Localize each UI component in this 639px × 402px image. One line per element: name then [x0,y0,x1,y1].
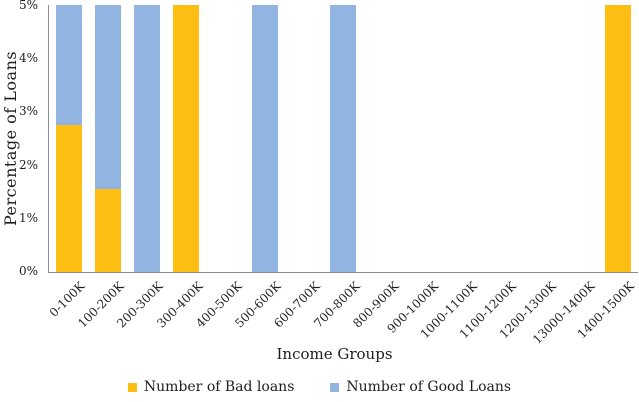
legend-label-good-loans: Number of Good Loans [346,379,512,395]
bar-group-800-900K [363,5,402,272]
x-axis: 0-100K 100-200K 200-300K 300-400K 400-500K 50… [47,272,638,347]
bar-group-500-600K [245,5,284,272]
bar-segment-good-loans [94,5,121,190]
y-tick-label: 0% [18,264,38,278]
bar-segment-bad-loans [605,5,632,272]
bar-group-200-300K [128,5,167,272]
bar-group-1200-1300K [520,5,559,272]
bar-group-1400-1500K [599,5,638,272]
y-tick-label: 2% [18,157,38,172]
bar-group-100-200K [88,5,127,272]
legend-label-bad-loans: Number of Bad loans [143,379,295,395]
y-tick-label: 5% [18,0,38,12]
y-tick-label: 3% [18,104,38,119]
y-tick-label: 4% [18,51,38,66]
bar-group-13000-1400K [559,5,598,272]
bar-group-400-500K [206,5,245,272]
bar-group-700-800K [324,5,363,272]
x-axis-title: Income Groups [276,345,393,363]
bar-group-900-1000K [402,5,441,272]
bar-segment-bad-loans [94,189,121,272]
bad-loans-swatch-icon [127,382,137,392]
bar-segment-bad-loans [173,5,200,272]
good-loans-swatch-icon [330,382,340,392]
y-tick-label: 1% [18,210,38,225]
legend-item-good-loans: Number of Good Loans [330,379,511,395]
bar-segment-good-loans [330,5,357,272]
legend: Number of Bad loans Number of Good Loans [0,379,639,395]
bar-group-600-700K [285,5,324,272]
bar-segment-good-loans [251,5,278,272]
legend-item-bad-loans: Number of Bad loans [127,379,295,395]
bar-group-1100-1200K [481,5,520,272]
bar-segment-good-loans [134,5,161,272]
plot-area [48,5,638,273]
bar-group-0-100K [49,5,88,272]
bar-group-300-400K [167,5,206,272]
bar-group-1000-1100K [442,5,481,272]
y-axis: 0% 1% 2% 3% 4% 5% [0,0,43,277]
bar-segment-bad-loans [55,125,82,272]
bar-segment-good-loans [55,5,82,126]
